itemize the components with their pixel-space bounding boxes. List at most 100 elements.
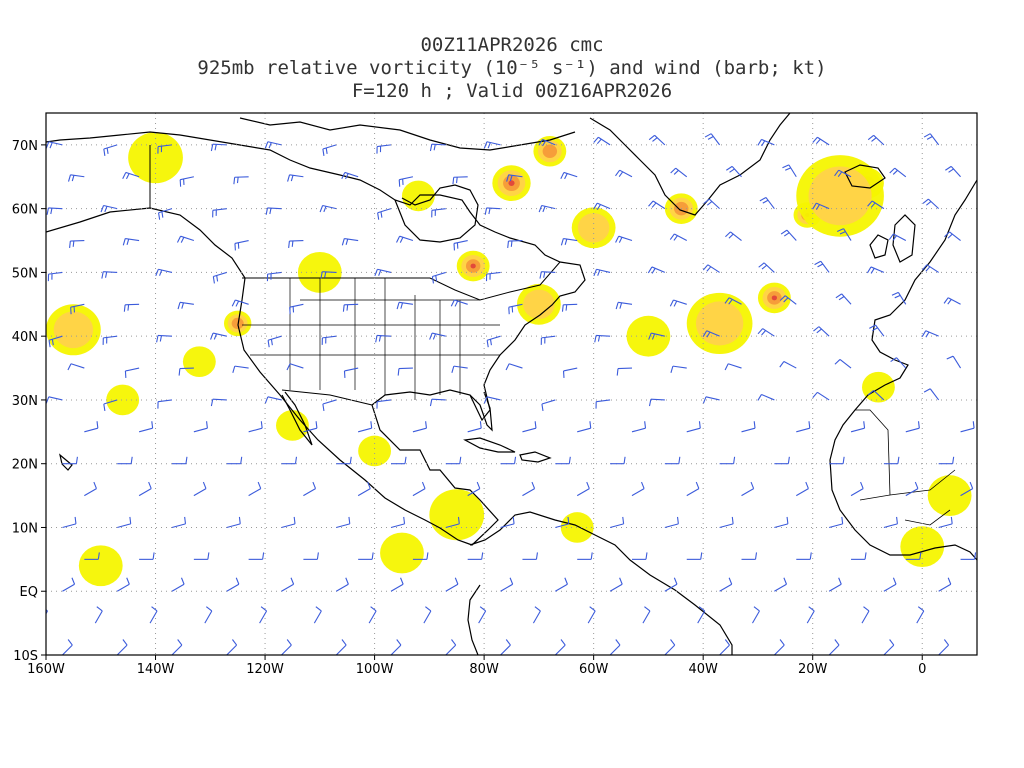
wind-barb-flag — [786, 516, 789, 524]
wind-barb-flag — [324, 271, 327, 278]
wind-barb-flag — [759, 196, 767, 202]
latitude-tick-label: 50N — [12, 266, 38, 281]
wind-barb-shaft — [500, 644, 511, 655]
wind-barb-shaft — [267, 271, 282, 275]
wind-barb — [943, 297, 961, 305]
wind-barb-flag — [834, 169, 840, 177]
wind-barb — [774, 456, 790, 465]
wind-barb-flag — [127, 304, 130, 311]
wind-barb-shaft — [706, 330, 720, 337]
wind-barb-flag — [925, 266, 931, 272]
wind-barb-shaft — [850, 427, 865, 433]
wind-barb — [267, 335, 282, 348]
wind-barb-flag — [396, 235, 401, 243]
wind-barb — [423, 606, 432, 624]
wind-barb-shaft — [596, 399, 611, 403]
wind-barb — [576, 481, 590, 497]
wind-barb — [532, 606, 541, 624]
longitude-tick-label: 140W — [137, 662, 175, 677]
wind-barb-flag — [707, 136, 714, 140]
wind-barb-shaft — [412, 427, 427, 433]
wind-barb-flag — [152, 552, 155, 560]
wind-barb-flag — [479, 421, 482, 429]
wind-barb-shaft — [674, 233, 688, 242]
wind-barb — [960, 552, 977, 560]
wind-barb-shaft — [697, 610, 706, 624]
wind-barb-flag — [615, 235, 620, 243]
wind-barb-shaft — [642, 610, 651, 624]
wind-barb-flag — [106, 147, 109, 154]
wind-barb — [210, 143, 227, 152]
wind-barb-flag — [425, 421, 427, 429]
wind-barb-flag — [917, 421, 920, 429]
wind-barb-flag — [206, 421, 208, 429]
wind-barb — [193, 421, 208, 433]
wind-barb-flag — [761, 264, 768, 270]
wind-barb-flag — [97, 552, 100, 560]
wind-barb-flag — [450, 299, 455, 307]
wind-barb — [341, 171, 359, 180]
wind-barb-shaft — [267, 335, 282, 341]
wind-barb-flag — [762, 199, 769, 204]
wind-barb — [62, 577, 76, 592]
wind-barb-shaft — [48, 207, 63, 210]
wind-barb — [248, 481, 262, 497]
wind-barb — [664, 639, 676, 655]
wind-barb-shaft — [577, 427, 591, 433]
wind-barb — [944, 231, 961, 241]
latitude-tick-label: 60N — [12, 203, 38, 218]
wind-barb-flag — [950, 516, 953, 524]
wind-barb-flag — [476, 481, 481, 489]
wind-barb-flag — [130, 456, 133, 464]
british-isles-coastline — [869, 214, 916, 263]
wind-barb-shaft — [157, 144, 173, 148]
wind-barb — [155, 268, 173, 276]
wind-barb — [157, 144, 173, 154]
wind-barb — [248, 552, 265, 560]
map-title: 00Z11APR2026 cmc 925mb relative vorticit… — [0, 34, 1024, 103]
wind-barb — [226, 516, 241, 529]
wind-barb — [102, 335, 118, 345]
wind-barb-flag — [432, 333, 437, 340]
wind-barb-flag — [180, 577, 185, 585]
wind-barb-flag — [817, 263, 824, 268]
wind-barb-flag — [312, 481, 317, 489]
wind-barb-flag — [589, 421, 592, 429]
wind-barb-flag — [400, 302, 404, 309]
wind-barb — [375, 334, 392, 343]
wind-barb-flag — [750, 481, 755, 489]
wind-barb-shaft — [751, 610, 760, 624]
hawaii-coastline — [59, 453, 73, 471]
wind-barb-flag — [872, 327, 878, 332]
wind-barb — [945, 165, 961, 178]
wind-barb — [397, 367, 413, 376]
wind-barb-flag — [867, 134, 875, 141]
wind-barb-flag — [101, 271, 104, 279]
wind-barb-flag — [648, 399, 652, 407]
wind-barb-shaft — [873, 134, 885, 146]
wind-barb — [46, 207, 63, 215]
wind-barb — [609, 639, 621, 655]
wind-barb-flag — [325, 147, 328, 154]
wind-barb-flag — [397, 368, 400, 376]
wind-barb-flag — [943, 297, 949, 304]
wind-barb-shaft — [664, 644, 676, 655]
wind-barb-flag — [917, 606, 925, 612]
latitude-axis: 70N 60N 50N 40N 30N 20N 10N EQ 10S — [12, 139, 46, 664]
wind-barb-flag — [568, 456, 571, 464]
wind-barb — [960, 481, 974, 497]
wind-barb-flag — [260, 421, 263, 429]
wind-barb — [157, 399, 173, 409]
wind-barb — [467, 421, 482, 433]
wind-barb — [664, 456, 681, 465]
wind-barb — [483, 141, 501, 149]
wind-barb — [445, 577, 459, 592]
wind-barb-flag — [67, 639, 73, 646]
wind-barb-shaft — [478, 610, 487, 624]
wind-barb — [500, 456, 517, 465]
wind-barb-flag — [451, 365, 455, 373]
wind-barb — [834, 169, 852, 178]
wind-barb-shaft — [303, 427, 318, 433]
wind-barb — [266, 271, 282, 282]
wind-barb — [719, 456, 736, 465]
